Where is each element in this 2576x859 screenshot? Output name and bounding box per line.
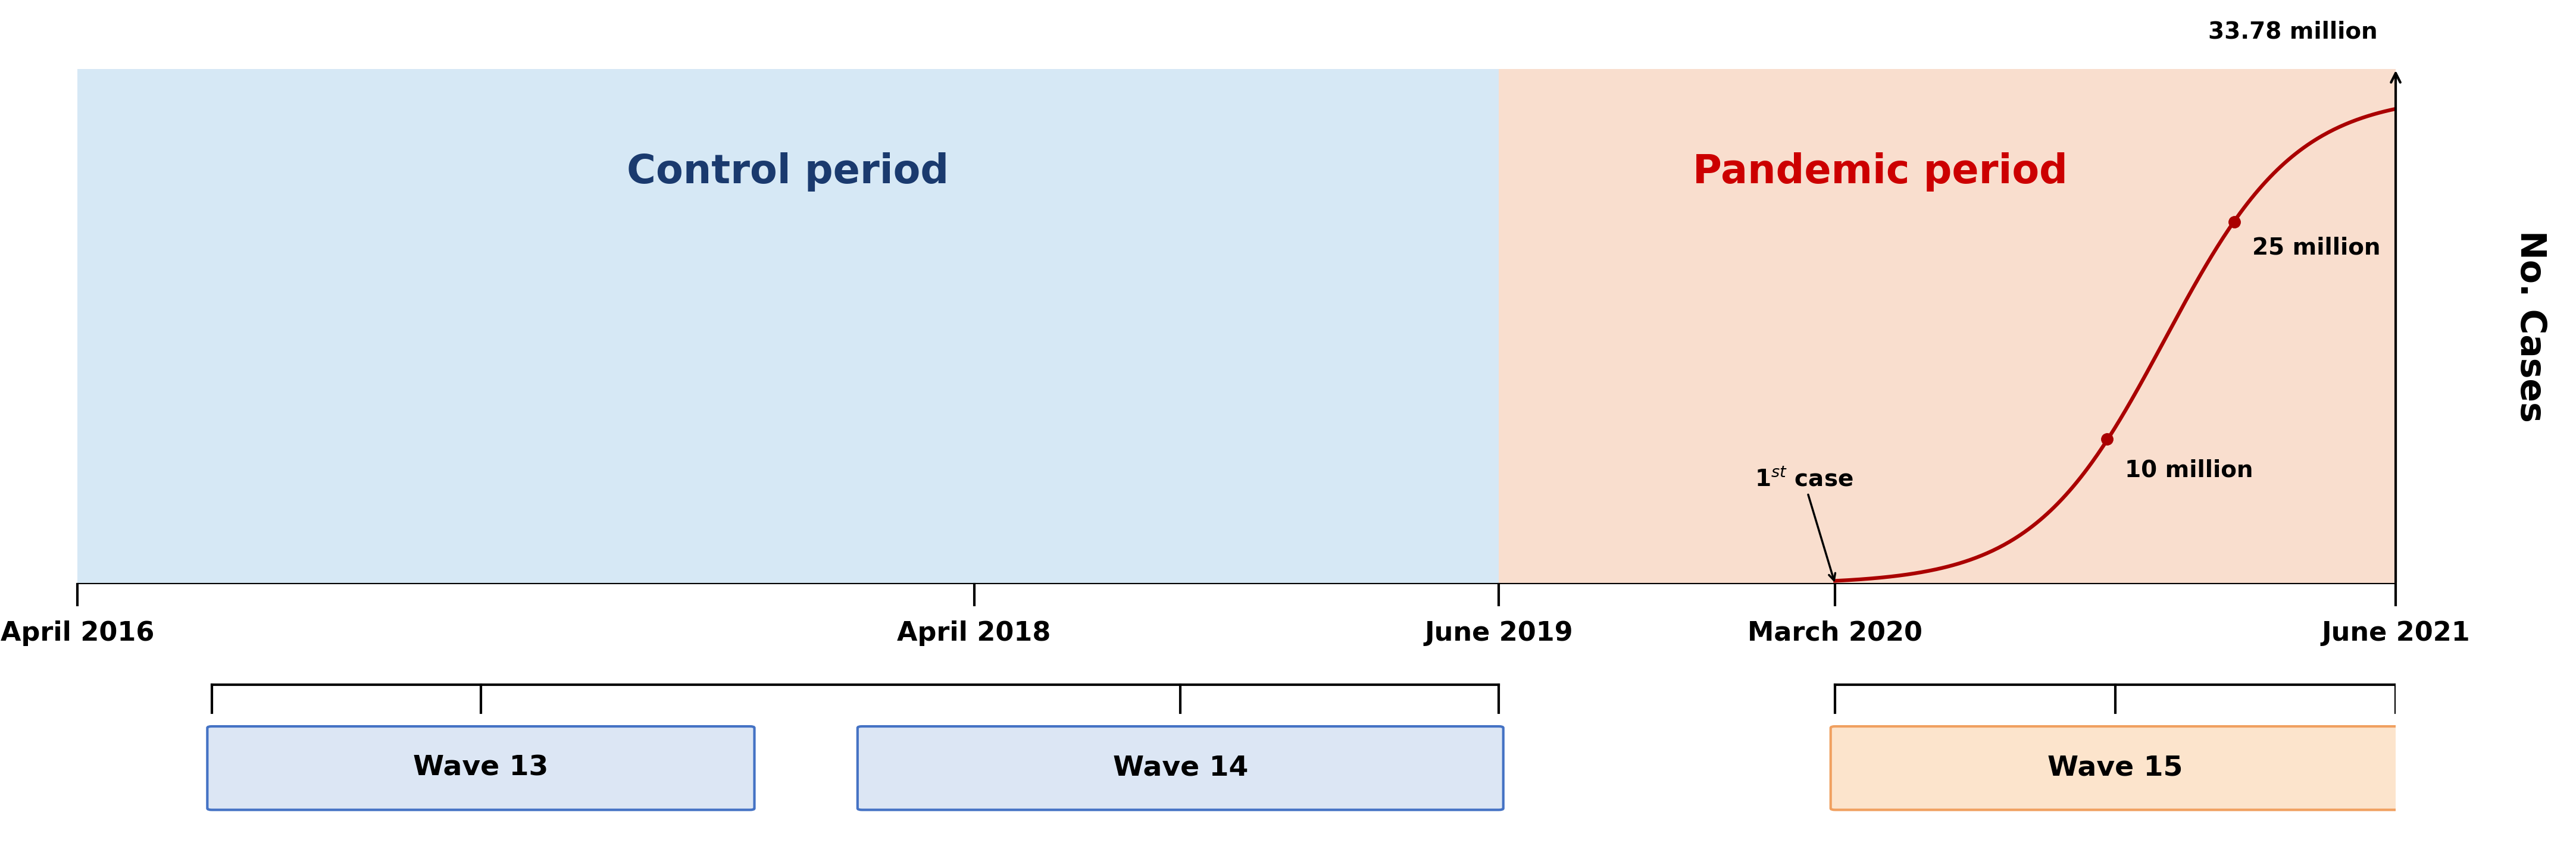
Bar [1499, 69, 2396, 584]
FancyBboxPatch shape [858, 727, 1504, 810]
FancyBboxPatch shape [1832, 727, 2401, 810]
FancyBboxPatch shape [206, 727, 755, 810]
Text: Wave 14: Wave 14 [1113, 755, 1249, 782]
Text: June 2021: June 2021 [2321, 620, 2470, 646]
Text: Pandemic period: Pandemic period [1692, 152, 2069, 192]
Text: March 2020: March 2020 [1747, 620, 1922, 646]
Text: Wave 13: Wave 13 [412, 755, 549, 782]
Text: 1$^{st}$ case: 1$^{st}$ case [1754, 468, 1852, 581]
Text: 25 million: 25 million [2251, 236, 2380, 259]
Text: June 2019: June 2019 [1425, 620, 1574, 646]
Bar [77, 69, 1499, 584]
Text: April 2018: April 2018 [896, 620, 1051, 646]
Text: 10 million: 10 million [2125, 459, 2254, 481]
Text: No. Cases: No. Cases [2514, 230, 2548, 423]
Text: April 2016: April 2016 [0, 620, 155, 646]
Text: 33.78 million: 33.78 million [2208, 21, 2378, 43]
Text: Wave 15: Wave 15 [2048, 755, 2182, 782]
Text: Control period: Control period [626, 152, 948, 192]
